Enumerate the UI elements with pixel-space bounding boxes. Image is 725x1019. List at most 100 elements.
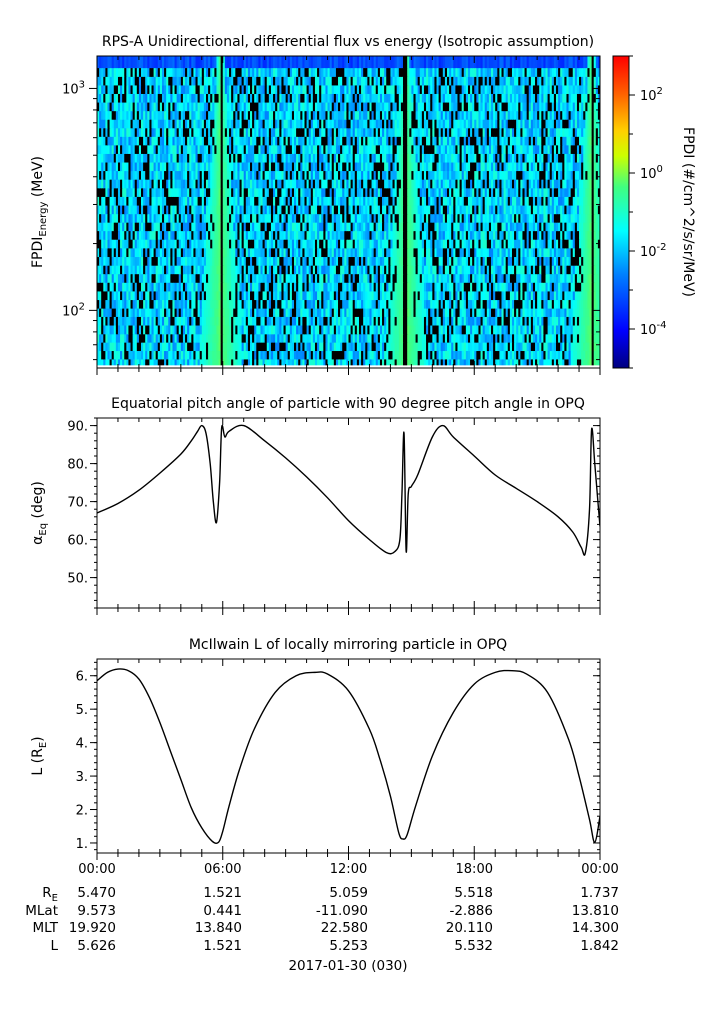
heatmap-cell: [539, 196, 542, 206]
heatmap-cell: [434, 350, 438, 360]
heatmap-cell: [541, 239, 545, 249]
heatmap-cell: [287, 230, 291, 240]
heatmap-cell: [394, 273, 398, 283]
heatmap-cell: [233, 333, 236, 343]
heatmap-cell: [352, 342, 356, 352]
heatmap-cell: [157, 205, 161, 215]
heatmap-cell: [413, 333, 417, 343]
heatmap-cell: [143, 350, 146, 360]
heatmap-cell: [321, 205, 324, 215]
heatmap-cell: [124, 213, 127, 223]
heatmap-cell: [145, 187, 148, 197]
heatmap-cell: [363, 290, 366, 301]
heatmap-cell: [549, 247, 553, 258]
heatmap-cell: [495, 325, 498, 335]
heatmap-cell: [212, 196, 215, 206]
heatmap-cell: [352, 308, 356, 317]
heatmap-cell: [455, 265, 459, 275]
heatmap-cell: [327, 273, 331, 283]
heatmap-cell: [449, 239, 452, 249]
heatmap-cell: [180, 222, 184, 232]
heatmap-cell: [465, 239, 469, 249]
heatmap-cell: [187, 239, 190, 249]
heatmap-cell: [197, 239, 201, 249]
heatmap-cell: [579, 273, 582, 283]
heatmap-cell: [176, 222, 180, 232]
heatmap-cell: [560, 222, 563, 232]
heatmap-cell: [503, 187, 507, 197]
heatmap-cell: [134, 247, 138, 258]
heatmap-cell: [377, 273, 381, 283]
heatmap-cell: [451, 342, 454, 352]
heatmap-cell: [273, 325, 276, 335]
heatmap-cell: [440, 222, 444, 232]
heatmap-cell: [365, 205, 368, 215]
heatmap-cell: [367, 290, 371, 301]
heatmap-cell: [449, 273, 452, 283]
heatmap-cell: [365, 350, 368, 360]
heatmap-cell: [208, 325, 211, 335]
heatmap-cell: [256, 333, 259, 343]
heatmap-cell: [503, 273, 507, 283]
heatmap-cell: [449, 358, 452, 368]
heatmap-cell: [151, 282, 155, 292]
heatmap-cell: [572, 325, 576, 335]
heatmap-cell: [138, 308, 142, 317]
heatmap-cell: [419, 350, 423, 360]
heatmap-cell: [589, 273, 593, 283]
heatmap-cell: [480, 239, 484, 249]
heatmap-cell: [583, 273, 586, 283]
heatmap-cell: [283, 247, 287, 258]
heatmap-cell: [449, 187, 452, 197]
heatmap-cell: [335, 256, 339, 266]
heatmap-cell: [323, 290, 327, 301]
heatmap-cell: [113, 282, 117, 292]
heatmap-cell: [197, 299, 201, 309]
heatmap-cell: [572, 299, 576, 309]
heatmap-cell: [333, 213, 337, 223]
heatmap-cell: [120, 265, 123, 275]
heatmap-cell: [254, 230, 257, 240]
heatmap-cell: [505, 342, 509, 352]
heatmap-cell: [499, 205, 503, 215]
heatmap-cell: [440, 282, 444, 292]
heatmap-cell: [321, 342, 324, 352]
heatmap-cell: [319, 342, 322, 352]
heatmap-cell: [264, 256, 268, 266]
heatmap-cell: [203, 299, 207, 309]
heatmap-cell: [325, 213, 329, 223]
heatmap-cell: [157, 247, 161, 258]
heatmap-cell: [501, 308, 505, 317]
heatmap-cell: [367, 196, 371, 206]
heatmap-cell: [222, 256, 226, 266]
heatmap-cell: [302, 196, 306, 206]
heatmap-cell: [545, 282, 549, 292]
heatmap-cell: [472, 299, 475, 309]
heatmap-cell: [373, 333, 377, 343]
heatmap-cell: [233, 358, 236, 368]
heatmap-cell: [467, 273, 471, 283]
heatmap-cell: [361, 273, 364, 283]
heatmap-cell: [532, 299, 536, 309]
heatmap-cell: [145, 350, 148, 360]
heatmap-cell: [597, 273, 600, 283]
heatmap-cell: [365, 230, 368, 240]
heatmap-cell: [400, 308, 404, 317]
heatmap-cell: [189, 196, 192, 206]
heatmap-cell: [522, 358, 526, 368]
heatmap-cell: [402, 325, 406, 335]
heatmap-cell: [549, 299, 553, 309]
heatmap-cell: [325, 196, 329, 206]
heatmap-cell: [157, 316, 161, 326]
heatmap-cell: [187, 325, 190, 335]
heatmap-cell: [549, 325, 553, 335]
heatmap-cell: [264, 230, 268, 240]
heatmap-cell: [405, 299, 408, 309]
heatmap-cell: [484, 230, 488, 240]
heatmap-cell: [306, 222, 310, 232]
heatmap-cell: [185, 290, 188, 301]
heatmap-cell: [268, 290, 272, 301]
heatmap-cell: [287, 187, 291, 197]
heatmap-cell: [122, 308, 125, 317]
heatmap-cell: [201, 222, 205, 232]
